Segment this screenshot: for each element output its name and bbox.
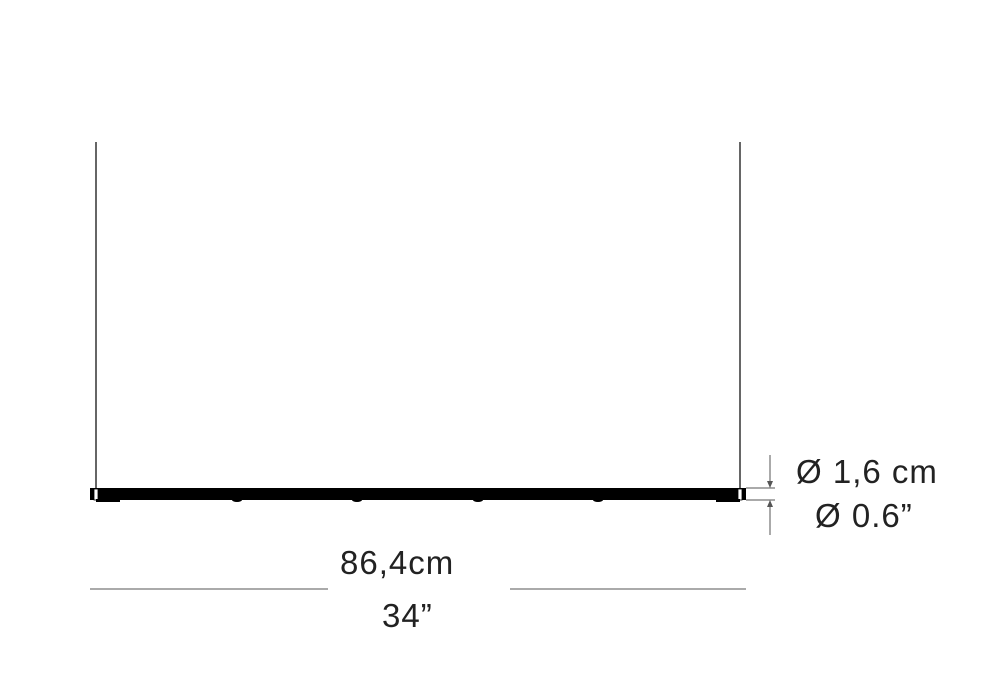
width-metric-label: 86,4cm	[340, 544, 455, 581]
diameter-metric-label: Ø 1,6 cm	[796, 453, 938, 490]
width-imperial-label: 34”	[382, 597, 433, 634]
diameter-imperial-label: Ø 0.6”	[815, 497, 913, 534]
diameter-dimension-marker	[746, 455, 775, 535]
lamp-bar	[90, 488, 746, 502]
